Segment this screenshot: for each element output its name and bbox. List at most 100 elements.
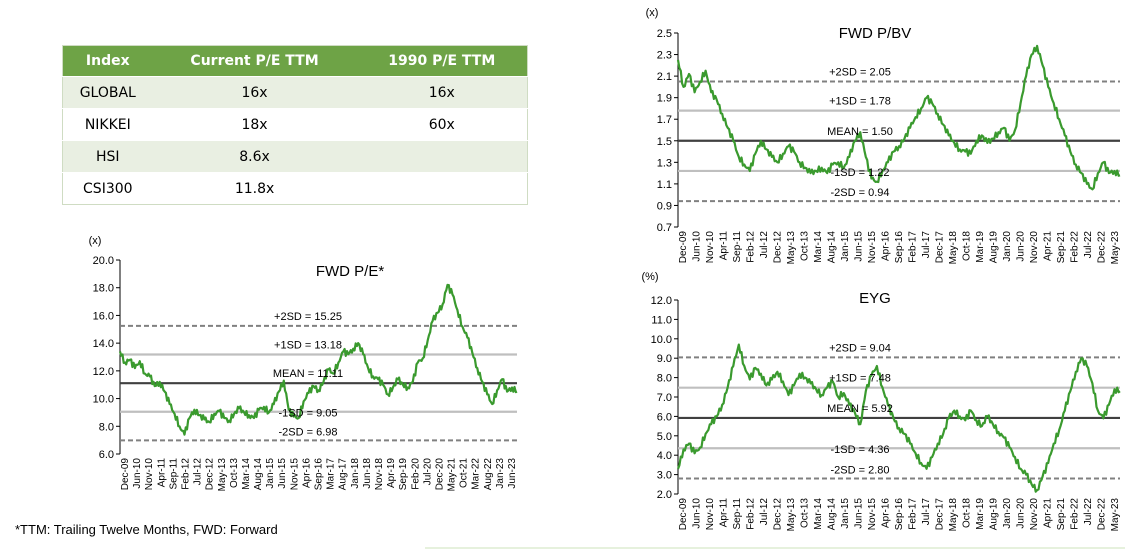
x-tick-label: May-13 [217,458,228,492]
x-tick-label: Nov-18 [374,458,385,491]
x-tick-label: Jun-15 [854,498,865,529]
y-tick-label: 2.5 [657,28,672,40]
x-tick-label: Jun-20 [1016,498,1027,529]
x-tick-label: Dec-12 [205,458,216,491]
x-tick-label: Dec-09 [678,498,689,531]
x-tick-label: Oct-13 [800,498,811,528]
x-tick-label: Jul-12 [759,498,770,526]
y-tick-label: 1.1 [657,179,672,191]
x-tick-label: Aug-14 [253,458,264,491]
x-tick-label: Dec-12 [773,498,784,531]
y-tick-label: 16.0 [93,310,114,322]
y-tick-label: 14.0 [93,338,114,350]
table-header-row: Index Current P/E TTM 1990 P/E TTM [62,45,528,77]
y-tick-label: 2.1 [657,71,672,83]
y-tick-label: 1.3 [657,157,672,169]
x-tick-label: Jun-18 [362,458,373,489]
pe-comparison-table: Index Current P/E TTM 1990 P/E TTM GLOBA… [62,45,528,205]
cell-index: GLOBAL [62,76,153,109]
x-tick-label: Sep-11 [732,231,743,263]
x-tick-label: Dec-20 [434,458,445,491]
y-tick-label: 8.0 [99,421,114,433]
x-tick-label: Sep-16 [894,231,905,264]
x-tick-label: Oct-13 [800,231,811,261]
x-tick-label: Jun-20 [1016,231,1027,262]
cell-1990: 16x [356,76,528,109]
header-1990-pe: 1990 P/E TTM [356,45,528,77]
x-tick-label: Jul-17 [921,498,932,526]
cell-current: 16x [152,76,357,109]
x-tick-label: Jan-20 [1002,231,1013,262]
x-tick-label: Apr-11 [719,498,730,528]
x-tick-label: Jul-12 [193,458,204,486]
x-tick-label: Aug-14 [827,498,838,531]
x-tick-label: Aug-19 [989,231,1000,264]
y-tick-label: 8.0 [657,373,672,385]
unit-label: (%) [641,271,658,283]
x-tick-label: Jul-17 [921,231,932,259]
x-tick-label: Jun-10 [692,498,703,529]
y-tick-label: 18.0 [93,283,114,295]
x-tick-label: Mar-22 [471,458,482,490]
y-tick-label: 11.0 [651,314,672,326]
mean-label: MEAN = 1.50 [827,126,893,138]
x-tick-label: Oct-18 [962,498,973,528]
sd-label: -2SD = 6.98 [278,426,337,438]
x-tick-label: Jan-15 [265,458,276,489]
x-tick-label: Mar-19 [975,498,986,530]
bottom-divider [425,547,1125,549]
x-tick-label: Nov-20 [1029,231,1040,264]
chart-title: FWD P/E* [316,263,384,280]
x-tick-label: Jan-18 [350,458,361,489]
unit-label: (x) [89,235,102,247]
sd-label: -1SD = 1.22 [830,167,889,179]
x-tick-label: May-23 [1110,498,1121,532]
table-row: GLOBAL 16x 16x [62,76,528,109]
x-tick-label: Dec-22 [1097,498,1108,531]
sd-label: -1SD = 4.36 [830,444,889,456]
x-tick-label: Jul-20 [422,458,433,486]
table-row: CSI300 11.8x [62,172,528,205]
x-tick-label: Jul-22 [1083,498,1094,526]
x-tick-label: Aug-14 [827,231,838,264]
x-tick-label: Apr-16 [881,498,892,528]
x-tick-label: May-13 [786,231,797,265]
y-tick-label: 6.0 [99,449,114,461]
x-tick-label: Apr-16 [301,458,312,488]
x-tick-label: Mar-17 [326,458,337,490]
sd-label: +1SD = 1.78 [829,96,891,108]
fwd-pbv-chart: (x) 0.7 0.9 1.1 1.3 1.5 1.7 1.9 2.1 2.3 2.5 Dec-09 J… [630,2,1125,274]
chart-title: EYG [859,290,891,307]
x-tick-label: Aug-22 [483,458,494,491]
x-tick-label: Mar-19 [975,231,986,263]
x-tick-label: Sep-16 [314,458,325,491]
x-tick-label: Feb-12 [746,498,757,530]
table-row: NIKKEI 18x 60x [62,108,528,141]
cell-current: 11.8x [152,172,357,205]
x-tick-label: Jan-20 [1002,498,1013,529]
y-tick-label: 1.7 [657,114,672,126]
x-tick-label: Sep-16 [894,498,905,531]
x-tick-label: Mar-14 [813,498,824,530]
x-tick-label: Feb-22 [1070,231,1081,263]
unit-label: (x) [646,7,659,19]
x-tick-label: Sep-11 [168,458,179,490]
x-tick-label: Apr-21 [1043,231,1054,261]
x-tick-label: May-18 [948,498,959,532]
x-tick-label: Feb-20 [410,458,421,490]
x-tick-label: Feb-12 [180,458,191,490]
x-tick-label: May-13 [786,498,797,532]
x-tick-label: May-21 [447,458,458,492]
x-tick-label: Sep-11 [732,498,743,530]
x-tick-label: Feb-12 [746,231,757,263]
x-tick-label: Nov-15 [867,498,878,531]
x-tick-label: Apr-11 [719,231,730,261]
x-tick-label: Feb-22 [1070,498,1081,530]
x-tick-label: Aug-19 [989,498,1000,531]
sd-label: +1SD = 7.48 [829,373,891,385]
x-tick-label: Apr-11 [156,458,167,488]
table-row: HSI 8.6x [62,140,528,173]
y-tick-label: 20.0 [93,255,114,267]
